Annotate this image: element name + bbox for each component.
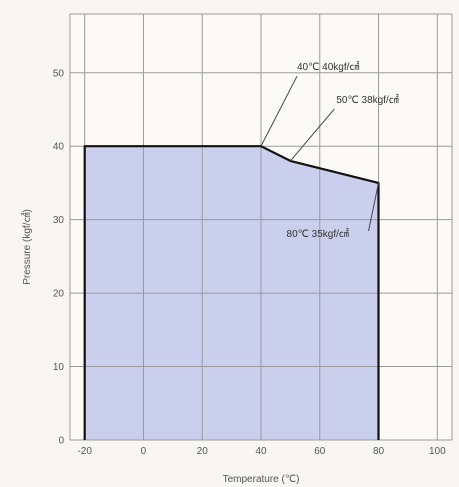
- x-tick-label: 20: [197, 446, 209, 457]
- annotation-leader-line: [368, 182, 380, 232]
- x-tick-label: 60: [314, 446, 326, 457]
- x-tick-label: 0: [141, 446, 147, 457]
- annotation-leader-line: [260, 75, 298, 147]
- x-tick-label: 40: [255, 446, 267, 457]
- y-tick-label: 10: [53, 362, 65, 373]
- y-axis-title: Pressure (kgf/㎠): [21, 209, 33, 285]
- operating-region-outline: [83, 145, 380, 440]
- annotation-label: 50℃ 38kgf/㎠: [336, 94, 398, 106]
- y-tick-label: 50: [53, 68, 65, 79]
- annotation-label: 80℃ 35kgf/㎠: [287, 228, 349, 240]
- y-tick-label: 40: [53, 142, 65, 153]
- x-tick-label: 100: [429, 446, 446, 457]
- y-tick-label: 20: [53, 289, 65, 300]
- y-tick-label: 30: [53, 215, 65, 226]
- x-axis-title: Temperature (℃): [223, 474, 300, 485]
- y-tick-label: 0: [58, 436, 64, 447]
- annotation-label: 40℃ 40kgf/㎠: [297, 61, 359, 73]
- x-tick-label: 80: [373, 446, 385, 457]
- x-tick-label: -20: [77, 446, 92, 457]
- annotation-leader-line: [290, 108, 335, 162]
